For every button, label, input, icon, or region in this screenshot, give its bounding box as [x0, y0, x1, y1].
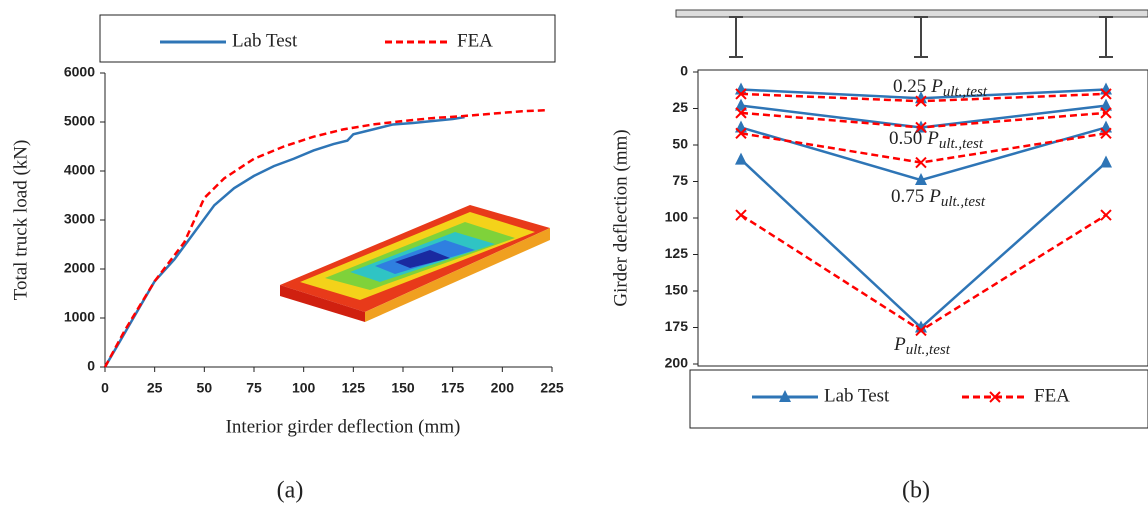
- y-tick-label: 0: [680, 63, 688, 79]
- x-tick-label: 25: [147, 380, 163, 396]
- marker: [735, 120, 747, 132]
- series-line: [741, 127, 1106, 180]
- x-tick-label: 0: [101, 380, 109, 396]
- x-tick-label: 75: [246, 380, 262, 396]
- legend-label: Lab Test: [824, 385, 890, 406]
- x-axis-label: Interior girder deflection (mm): [226, 416, 461, 437]
- annotation: Pult.,test: [893, 334, 951, 358]
- x-tick-label: 50: [197, 380, 213, 396]
- y-tick-label: 50: [672, 136, 688, 152]
- annotation-coef: 0.25: [893, 76, 926, 97]
- annotation-subscript: ult.,test: [906, 342, 951, 358]
- caption: (a): [277, 478, 304, 504]
- x-tick-label: 100: [292, 380, 316, 396]
- y-tick-label: 4000: [64, 162, 95, 178]
- marker: [1100, 156, 1112, 168]
- y-tick-label: 150: [665, 282, 689, 298]
- legend-label: Lab Test: [232, 30, 298, 51]
- marker: [1100, 120, 1112, 132]
- y-tick-label: 0: [87, 358, 95, 374]
- fe-model-inset: [280, 205, 550, 322]
- series-line: [741, 133, 1106, 162]
- y-tick-label: 2000: [64, 260, 95, 276]
- x-tick-label: 125: [342, 380, 366, 396]
- legend-label: FEA: [1034, 385, 1070, 406]
- y-tick-label: 3000: [64, 211, 95, 227]
- series-line: [741, 215, 1106, 330]
- y-tick-label: 175: [665, 318, 689, 334]
- y-tick-label: 1000: [64, 309, 95, 325]
- annotation-symbol: P: [893, 334, 906, 355]
- annotation-coef: 0.75: [891, 186, 924, 207]
- x-tick-label: 225: [540, 380, 564, 396]
- caption: (b): [902, 478, 930, 504]
- annotation-subscript: ult.,test: [943, 84, 988, 100]
- legend-label: FEA: [457, 30, 493, 51]
- y-axis-label: Total truck load (kN): [10, 140, 31, 301]
- x-tick-label: 150: [391, 380, 415, 396]
- x-tick-label: 175: [441, 380, 465, 396]
- y-tick-label: 125: [665, 245, 689, 261]
- y-tick-label: 6000: [64, 64, 95, 80]
- bridge-section: [676, 10, 1148, 57]
- annotation-symbol: P: [930, 76, 943, 97]
- marker: [1101, 210, 1111, 220]
- y-tick-label: 5000: [64, 113, 95, 129]
- annotation-coef: 0.50: [889, 128, 922, 149]
- x-tick-label: 200: [491, 380, 515, 396]
- annotation-subscript: ult.,test: [941, 194, 986, 210]
- annotation-subscript: ult.,test: [939, 136, 984, 152]
- y-tick-label: 25: [672, 99, 688, 115]
- figure: Interior girder deflection (mm) Total tr…: [0, 0, 1148, 508]
- marker: [735, 153, 747, 165]
- annotation-symbol: P: [928, 186, 941, 207]
- y-axis-label: Girder deflection (mm): [610, 129, 631, 306]
- y-tick-label: 75: [672, 172, 688, 188]
- y-tick-label: 100: [665, 209, 689, 225]
- y-tick-label: 200: [665, 355, 689, 371]
- annotation-symbol: P: [926, 128, 939, 149]
- marker: [736, 210, 746, 220]
- legend-box: [690, 370, 1148, 428]
